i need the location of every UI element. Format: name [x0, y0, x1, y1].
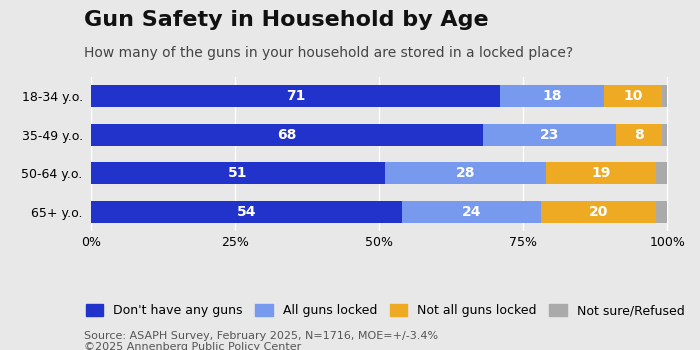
Text: 19: 19 — [592, 166, 611, 180]
Bar — [615, 124, 661, 146]
Bar — [91, 201, 402, 223]
Bar — [91, 85, 500, 107]
Bar — [91, 162, 385, 184]
Bar — [91, 124, 483, 146]
Text: 10: 10 — [623, 89, 643, 103]
Text: Source: ASAPH Survey, February 2025, N=1716, MOE=+/-3.4%
©2025 Annenberg Public : Source: ASAPH Survey, February 2025, N=1… — [84, 331, 438, 350]
Bar — [402, 201, 540, 223]
Text: 28: 28 — [456, 166, 475, 180]
Text: 18: 18 — [542, 89, 562, 103]
Text: 51: 51 — [228, 166, 248, 180]
Text: Gun Safety in Household by Age: Gun Safety in Household by Age — [84, 10, 489, 30]
Bar — [662, 124, 668, 146]
Text: 20: 20 — [589, 205, 608, 219]
Bar — [656, 162, 668, 184]
Bar — [500, 85, 604, 107]
Bar — [656, 201, 668, 223]
Bar — [662, 85, 668, 107]
Bar — [604, 85, 662, 107]
Text: 71: 71 — [286, 89, 305, 103]
Text: 24: 24 — [462, 205, 481, 219]
Text: 23: 23 — [540, 128, 559, 142]
Text: 8: 8 — [634, 128, 643, 142]
Bar — [540, 201, 656, 223]
Text: How many of the guns in your household are stored in a locked place?: How many of the guns in your household a… — [84, 46, 573, 60]
Text: 68: 68 — [277, 128, 297, 142]
Text: 54: 54 — [237, 205, 256, 219]
Bar — [385, 162, 547, 184]
Bar — [483, 124, 615, 146]
Legend: Don't have any guns, All guns locked, Not all guns locked, Not sure/Refused: Don't have any guns, All guns locked, No… — [85, 304, 685, 317]
Bar — [547, 162, 656, 184]
